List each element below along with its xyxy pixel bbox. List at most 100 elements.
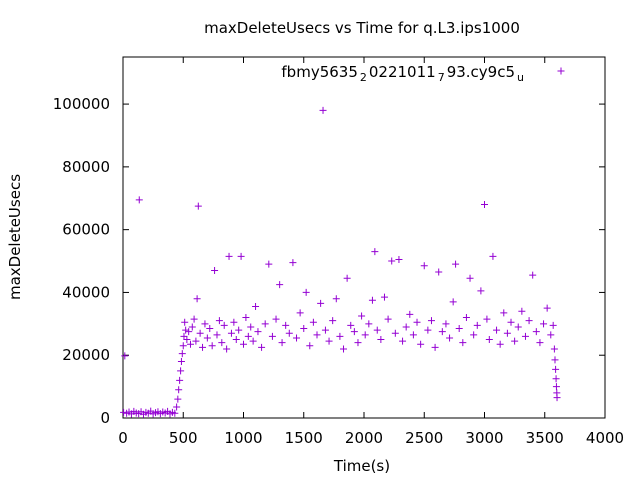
data-point bbox=[329, 317, 337, 325]
data-point bbox=[536, 339, 544, 347]
data-point bbox=[540, 320, 548, 328]
data-point bbox=[215, 317, 223, 325]
data-point bbox=[413, 318, 421, 326]
data-point bbox=[135, 196, 143, 204]
data-point bbox=[553, 394, 561, 402]
data-point bbox=[203, 334, 211, 342]
y-tick-label: 80000 bbox=[62, 158, 110, 176]
data-point bbox=[361, 331, 369, 339]
data-point bbox=[388, 257, 396, 265]
data-point bbox=[240, 340, 247, 348]
legend-label: fbmy5635 2 0221011 7 93.cy9c5 u bbox=[281, 63, 524, 84]
data-point bbox=[265, 260, 273, 268]
data-point bbox=[525, 317, 533, 325]
data-point bbox=[455, 325, 463, 333]
data-point bbox=[417, 340, 425, 348]
data-point bbox=[406, 310, 414, 318]
data-point bbox=[347, 321, 355, 329]
data-point bbox=[350, 328, 358, 336]
data-point bbox=[336, 332, 344, 340]
data-point bbox=[293, 334, 301, 342]
data-point bbox=[438, 328, 446, 336]
data-point bbox=[371, 248, 379, 256]
data-point bbox=[452, 260, 460, 268]
data-point bbox=[466, 274, 474, 282]
data-point bbox=[278, 339, 286, 347]
data-point bbox=[446, 334, 454, 342]
data-point bbox=[477, 287, 485, 295]
data-point bbox=[223, 345, 231, 353]
data-point bbox=[399, 337, 407, 345]
data-point bbox=[276, 281, 284, 289]
data-point bbox=[384, 315, 392, 323]
data-point bbox=[196, 329, 204, 337]
data-point bbox=[201, 320, 209, 328]
data-point bbox=[177, 367, 185, 375]
data-point bbox=[552, 365, 560, 373]
data-point bbox=[218, 339, 226, 347]
data-point bbox=[409, 331, 417, 339]
data-point bbox=[176, 376, 184, 384]
data-point bbox=[175, 386, 183, 394]
data-point bbox=[319, 106, 327, 114]
data-point bbox=[449, 298, 457, 306]
data-point bbox=[485, 336, 493, 344]
data-point bbox=[552, 375, 560, 383]
data-point bbox=[302, 288, 310, 296]
data-point bbox=[503, 329, 511, 337]
data-point bbox=[552, 383, 560, 391]
data-point bbox=[532, 328, 540, 336]
x-axis: 0 500 1000 1500 2000 2500 3000 3500 4000 bbox=[118, 57, 624, 447]
y-tick-label: 60000 bbox=[62, 221, 110, 239]
plot-frame bbox=[122, 56, 606, 419]
data-point bbox=[296, 309, 304, 317]
legend-label-part: 93.cy9c5 bbox=[447, 63, 515, 81]
data-point bbox=[427, 317, 435, 325]
data-point bbox=[343, 274, 351, 282]
data-point bbox=[395, 255, 403, 263]
y-tick-label: 100000 bbox=[53, 95, 110, 113]
data-point bbox=[121, 352, 129, 360]
y-tick-label: 20000 bbox=[62, 346, 110, 364]
data-point bbox=[185, 328, 193, 336]
data-point bbox=[181, 318, 189, 326]
legend-label-part: 7 bbox=[438, 71, 445, 84]
legend-label-part: fbmy5635 bbox=[281, 63, 357, 81]
data-point bbox=[272, 315, 280, 323]
x-tick-label: 4000 bbox=[586, 429, 624, 447]
data-point bbox=[171, 409, 179, 417]
data-point bbox=[174, 395, 182, 403]
data-point bbox=[180, 332, 188, 340]
data-point bbox=[481, 201, 488, 209]
data-point bbox=[354, 339, 362, 347]
legend: fbmy5635 2 0221011 7 93.cy9c5 u bbox=[281, 63, 565, 84]
data-point bbox=[431, 343, 439, 351]
data-point bbox=[188, 323, 196, 331]
data-point bbox=[373, 326, 381, 334]
data-point bbox=[420, 262, 428, 270]
data-point bbox=[211, 266, 219, 274]
data-point bbox=[550, 345, 558, 353]
data-point bbox=[230, 318, 238, 326]
data-point bbox=[402, 323, 410, 331]
data-point bbox=[459, 339, 467, 347]
data-point bbox=[186, 340, 194, 348]
data-point bbox=[543, 304, 551, 312]
data-point bbox=[470, 331, 478, 339]
data-point bbox=[511, 337, 519, 345]
data-point bbox=[377, 336, 385, 344]
x-tick-label: 2000 bbox=[345, 429, 383, 447]
x-axis-label: Time(s) bbox=[333, 457, 390, 475]
x-tick-label: 0 bbox=[118, 429, 128, 447]
data-point bbox=[309, 318, 317, 326]
legend-label-part: u bbox=[517, 71, 524, 84]
data-point bbox=[268, 332, 276, 340]
legend-marker-plus bbox=[557, 67, 565, 75]
data-point bbox=[551, 356, 559, 364]
data-point bbox=[365, 320, 373, 328]
data-point bbox=[507, 318, 515, 326]
x-tick-label: 1000 bbox=[224, 429, 262, 447]
data-point bbox=[317, 299, 325, 307]
data-point bbox=[225, 252, 233, 260]
data-point bbox=[227, 329, 235, 337]
